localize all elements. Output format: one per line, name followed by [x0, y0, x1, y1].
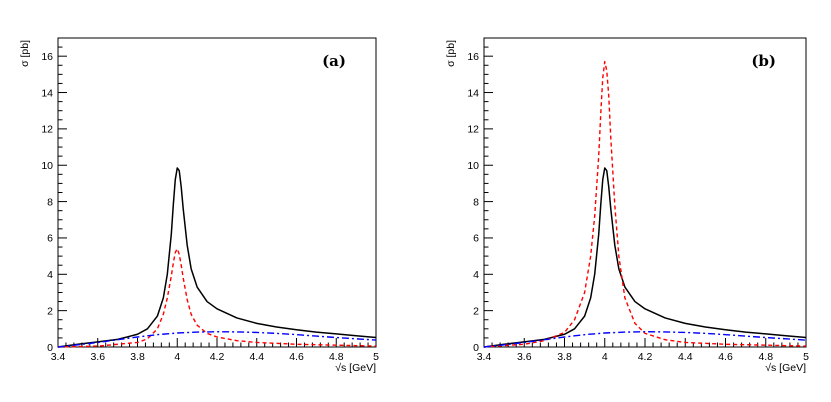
- y-axis-label: σ [pb]: [19, 40, 31, 67]
- x-axis-label: √s [GeV]: [765, 362, 806, 374]
- series-line-solid: [57, 167, 377, 348]
- y-tick-label: 16: [467, 51, 479, 63]
- x-tick-label: 3.4: [477, 351, 492, 363]
- series-line-dashed: [57, 248, 377, 348]
- x-tick-label: 4: [602, 351, 608, 363]
- y-tick-label: 8: [47, 196, 53, 208]
- y-tick-label: 4: [473, 269, 479, 281]
- y-tick-label: 2: [47, 305, 53, 317]
- x-tick-label: 4.4: [249, 351, 264, 363]
- axis-text: 3.4 3.6 3.8 4 4.2 4.4 4.6 4.8 5 0 2 4 6 8 10 12 14 16 √s […: [19, 40, 379, 374]
- x-tick-label: 5: [373, 351, 379, 363]
- y-tick-label: 0: [473, 342, 479, 354]
- series-curves: [57, 167, 377, 348]
- x-tick-label: 3.8: [557, 351, 572, 363]
- x-tick-label: 4.2: [638, 351, 653, 363]
- series-line-solid: [483, 167, 807, 348]
- y-tick-label: 10: [41, 160, 53, 172]
- series-curves: [483, 60, 807, 348]
- panel-b: 3.4 3.6 3.8 4 4.2 4.4 4.6 4.8 5 0 2 4 6 8 10 12 14 16 √s […: [445, 37, 809, 374]
- x-tick-label: 4.8: [329, 351, 344, 363]
- panel-label: (a): [322, 52, 346, 70]
- y-tick-label: 2: [473, 305, 479, 317]
- x-tick-label: 3.4: [51, 351, 66, 363]
- series-line-dashed: [483, 60, 807, 348]
- series-line-dash-dot: [57, 331, 377, 348]
- y-tick-label: 8: [473, 196, 479, 208]
- y-tick-label: 16: [41, 51, 53, 63]
- x-axis-label: √s [GeV]: [335, 362, 376, 374]
- y-tick-label: 4: [47, 269, 53, 281]
- x-tick-label: 4.2: [210, 351, 225, 363]
- x-tick-label: 3.6: [517, 351, 532, 363]
- series-line-dash-dot: [483, 331, 807, 348]
- y-tick-label: 6: [473, 233, 479, 245]
- x-tick-label: 3.6: [90, 351, 105, 363]
- y-tick-label: 12: [467, 124, 479, 136]
- plot-frame: [483, 37, 807, 348]
- x-tick-label: 4.6: [289, 351, 304, 363]
- y-tick-label: 14: [467, 87, 479, 99]
- y-tick-label: 14: [41, 87, 53, 99]
- axis-ticks: [483, 37, 807, 348]
- x-tick-label: 4.8: [758, 351, 773, 363]
- axis-text: 3.4 3.6 3.8 4 4.2 4.4 4.6 4.8 5 0 2 4 6 8 10 12 14 16 √s […: [445, 40, 809, 374]
- x-tick-label: 5: [803, 351, 809, 363]
- y-tick-label: 12: [41, 124, 53, 136]
- x-tick-label: 3.8: [130, 351, 145, 363]
- panel-label: (b): [751, 52, 776, 70]
- plot-frame: [57, 37, 377, 348]
- y-axis-label: σ [pb]: [445, 40, 457, 67]
- panel-a: 3.4 3.6 3.8 4 4.2 4.4 4.6 4.8 5 0 2 4 6 8 10 12 14 16 √s […: [19, 37, 379, 374]
- x-tick-label: 4: [174, 351, 180, 363]
- axis-ticks: [57, 37, 377, 348]
- y-tick-label: 0: [47, 342, 53, 354]
- x-tick-label: 4.4: [678, 351, 693, 363]
- y-tick-label: 6: [47, 233, 53, 245]
- x-tick-label: 4.6: [718, 351, 733, 363]
- y-tick-label: 10: [467, 160, 479, 172]
